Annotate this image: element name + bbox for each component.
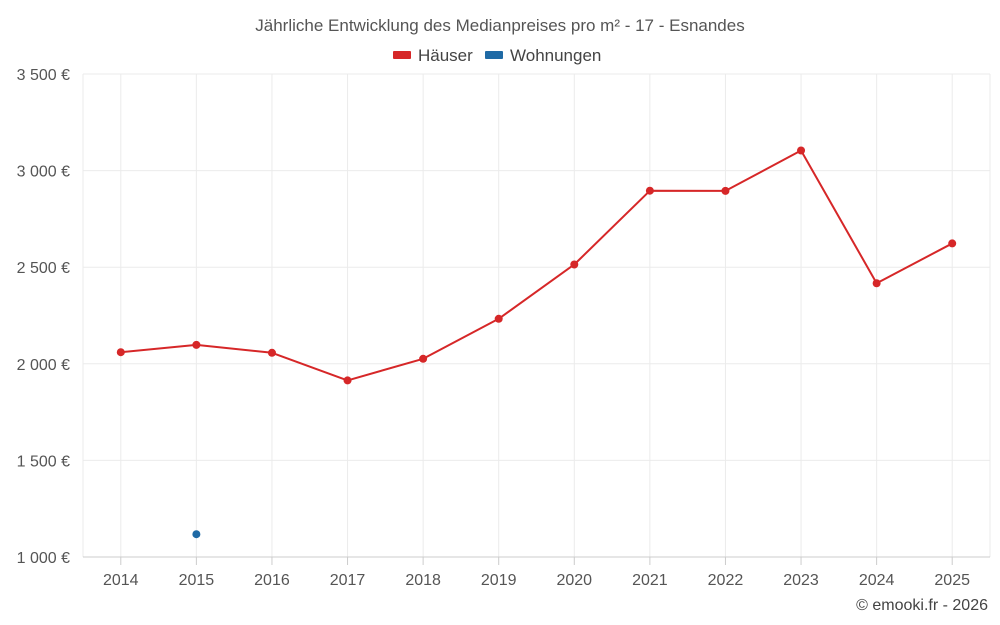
data-point[interactable] — [797, 146, 806, 155]
y-tick-label: 3 000 € — [17, 164, 70, 181]
data-point[interactable] — [192, 530, 201, 539]
x-tick-label: 2023 — [783, 572, 819, 589]
y-tick-label: 1 000 € — [17, 550, 70, 567]
legend-label-wohnungen: Wohnungen — [510, 46, 601, 65]
x-tick-label: 2021 — [632, 572, 668, 589]
legend-swatch-haeuser — [393, 51, 411, 59]
x-tick-label: 2025 — [934, 572, 970, 589]
series-haeuser — [116, 146, 957, 385]
legend-label-haeuser: Häuser — [418, 46, 473, 65]
data-point[interactable] — [267, 348, 276, 357]
x-tick-label: 2017 — [330, 572, 366, 589]
x-tick-label: 2020 — [556, 572, 592, 589]
data-point[interactable] — [948, 239, 957, 248]
data-point[interactable] — [192, 340, 201, 349]
x-tick-label: 2024 — [859, 572, 895, 589]
y-tick-label: 2 500 € — [17, 260, 70, 277]
data-point[interactable] — [645, 186, 654, 195]
legend-item-haeuser[interactable]: Häuser — [393, 46, 473, 65]
y-tick-label: 2 000 € — [17, 357, 70, 374]
data-point[interactable] — [872, 279, 881, 288]
data-point[interactable] — [570, 260, 579, 269]
series-line — [120, 149, 953, 382]
legend-item-wohnungen[interactable]: Wohnungen — [485, 46, 601, 65]
series-wohnungen — [192, 530, 201, 539]
chart-title: Jährliche Entwicklung des Medianpreises … — [255, 16, 744, 35]
legend-swatch-wohnungen — [485, 51, 503, 59]
data-point[interactable] — [494, 314, 503, 323]
grid — [82, 73, 991, 558]
data-point[interactable] — [343, 376, 352, 385]
credit-text: © emooki.fr - 2026 — [856, 597, 988, 614]
x-tick-label: 2014 — [103, 572, 139, 589]
x-tick-label: 2022 — [708, 572, 744, 589]
legend[interactable]: Häuser Wohnungen — [393, 46, 601, 65]
x-axis: 2014 2015 2016 2017 2018 2019 2020 2021 2022 2023… — [103, 557, 970, 589]
y-tick-label: 3 500 € — [17, 67, 70, 84]
x-tick-label: 2016 — [254, 572, 290, 589]
x-tick-label: 2018 — [405, 572, 441, 589]
x-tick-label: 2019 — [481, 572, 517, 589]
y-axis: 1 000 € 1 500 € 2 000 € 2 500 € 3 000 € 3 500… — [17, 67, 70, 567]
data-point[interactable] — [419, 354, 428, 363]
y-tick-label: 1 500 € — [17, 453, 70, 470]
data-point[interactable] — [116, 348, 125, 357]
data-point[interactable] — [721, 186, 730, 195]
x-tick-label: 2015 — [179, 572, 215, 589]
plot-area — [116, 146, 957, 539]
